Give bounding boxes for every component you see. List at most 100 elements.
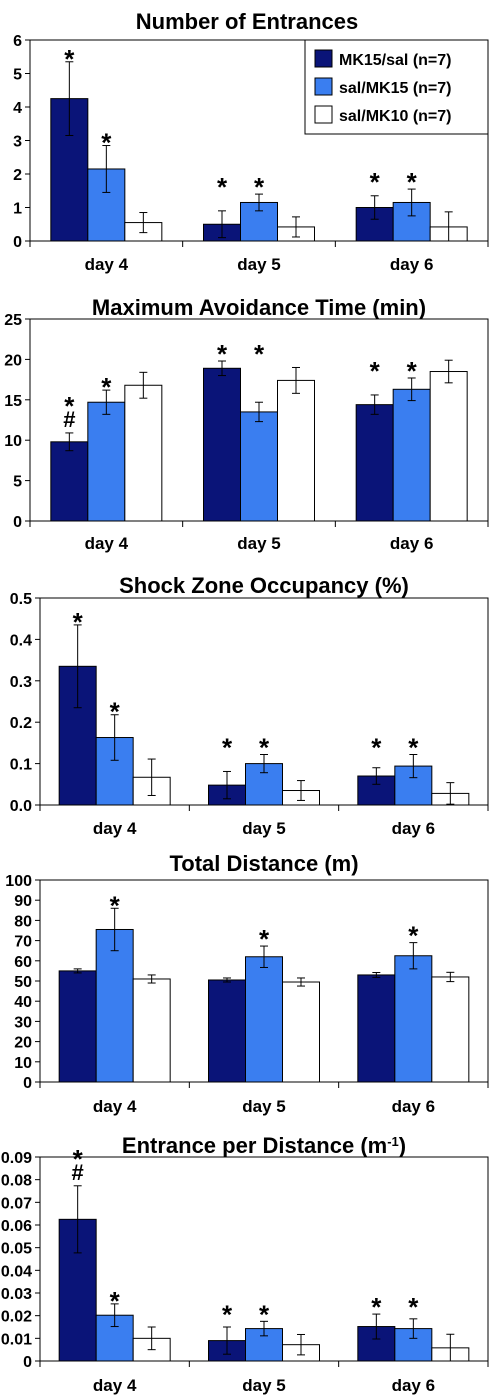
y-tick-label: 0.5 xyxy=(10,591,32,608)
significance-star: * xyxy=(408,1292,419,1322)
legend-swatch xyxy=(314,105,333,124)
y-tick-label: 0.03 xyxy=(1,1286,32,1303)
y-tick-label: 0 xyxy=(13,234,22,251)
bar[interactable] xyxy=(132,978,171,1083)
bar[interactable] xyxy=(208,979,246,1083)
significance-star: * xyxy=(217,172,228,202)
bar[interactable] xyxy=(58,970,97,1083)
bar[interactable] xyxy=(392,388,431,522)
y-tick-label: 0.05 xyxy=(1,1241,32,1258)
y-tick-label: 0 xyxy=(13,514,22,531)
bar[interactable] xyxy=(203,367,241,522)
significance-star: * xyxy=(73,1144,84,1174)
bar[interactable] xyxy=(245,956,283,1083)
significance-star: * xyxy=(371,732,382,762)
y-tick-label: 0.0 xyxy=(10,798,32,815)
y-tick-label: 0.1 xyxy=(10,757,32,774)
y-tick-label: 3 xyxy=(13,134,22,151)
y-tick-label: 90 xyxy=(14,893,32,910)
bar[interactable] xyxy=(240,201,278,242)
y-tick-label: 5 xyxy=(13,67,22,84)
y-tick-label: 6 xyxy=(13,33,22,50)
y-tick-label: 0.09 xyxy=(1,1150,32,1167)
significance-star: * xyxy=(64,391,75,421)
bar[interactable] xyxy=(240,411,278,522)
bar[interactable] xyxy=(282,981,320,1083)
y-tick-label: 30 xyxy=(14,1014,32,1031)
significance-star: * xyxy=(101,372,112,402)
chart-panel-2: Maximum Avoidance Time (min) 0 5 10 15 20 25 da… xyxy=(4,295,489,553)
y-tick-label: 5 xyxy=(13,474,22,491)
y-tick-label: 0.06 xyxy=(1,1218,32,1235)
bar[interactable] xyxy=(50,441,89,522)
significance-star: * xyxy=(371,1292,382,1322)
category-label: day 5 xyxy=(237,255,280,274)
bar[interactable] xyxy=(277,379,315,522)
category-label: day 6 xyxy=(392,1097,435,1116)
category-label: day 4 xyxy=(93,1097,137,1116)
y-tick-label: 4 xyxy=(13,100,22,117)
significance-star: * xyxy=(73,607,84,637)
chart-panel-1: Number of Entrances 0 1 2 3 4 5 6 day 4 day 5 day … xyxy=(13,9,489,274)
y-tick-label: 80 xyxy=(14,913,32,930)
bar[interactable] xyxy=(87,401,126,522)
bar[interactable] xyxy=(124,384,163,522)
y-tick-label: 25 xyxy=(4,312,22,329)
y-tick-label: 60 xyxy=(14,954,32,971)
significance-star: * xyxy=(259,732,270,762)
y-tick-label: 1 xyxy=(13,201,22,218)
legend-label: sal/MK10 (n=7) xyxy=(339,108,451,125)
bar[interactable] xyxy=(95,928,134,1083)
y-tick-label: 50 xyxy=(14,974,32,991)
legend-box xyxy=(304,39,489,135)
significance-star: * xyxy=(110,1286,121,1316)
category-label: day 5 xyxy=(237,534,280,553)
chart-panel-4: Total Distance (m) 0 10 20 30 40 50 60 70 80 90 100… xyxy=(5,851,489,1116)
y-tick-label: 20 xyxy=(4,352,22,369)
significance-star: * xyxy=(110,890,121,920)
legend-swatch xyxy=(314,77,333,96)
category-label: day 4 xyxy=(93,819,137,838)
y-tick-label: 2 xyxy=(13,167,22,184)
category-label: day 5 xyxy=(242,819,285,838)
bar[interactable] xyxy=(431,976,470,1083)
significance-star: * xyxy=(259,924,270,954)
significance-star: * xyxy=(222,1299,233,1329)
bar[interactable] xyxy=(355,404,394,522)
significance-star: * xyxy=(254,339,265,369)
y-tick-label: 10 xyxy=(14,1055,32,1072)
significance-star: * xyxy=(254,172,265,202)
category-label: day 4 xyxy=(93,1376,137,1395)
significance-star: * xyxy=(370,356,381,386)
chart-panel-3: Shock Zone Occupancy (%) 0.0 0.1 0.2 0.3 0.4 0… xyxy=(10,573,489,838)
significance-hash: # xyxy=(72,1160,84,1185)
bar[interactable] xyxy=(429,371,468,522)
bar[interactable] xyxy=(245,763,283,806)
y-tick-label: 0.08 xyxy=(1,1173,32,1190)
category-label: day 5 xyxy=(242,1376,285,1395)
category-label: day 5 xyxy=(242,1097,285,1116)
significance-star: * xyxy=(222,732,233,762)
significance-star: * xyxy=(407,356,418,386)
bar[interactable] xyxy=(394,955,433,1083)
significance-star: * xyxy=(370,167,381,197)
y-tick-label: 40 xyxy=(14,994,32,1011)
chart-panel-5: Entrance per Distance (m-1) 0 0.01 0.02 0.03… xyxy=(1,1133,489,1395)
category-label: day 4 xyxy=(85,255,129,274)
category-label: day 6 xyxy=(390,534,433,553)
category-label: day 6 xyxy=(390,255,433,274)
chart-title: Shock Zone Occupancy (%) xyxy=(119,573,409,598)
y-tick-label: 0.4 xyxy=(10,632,32,649)
chart-title: Total Distance (m) xyxy=(169,851,358,876)
legend: MK15/sal (n=7) sal/MK15 (n=7) sal/MK10 (n=… xyxy=(304,39,489,135)
chart-title: Entrance per Distance (m-1) xyxy=(122,1133,406,1158)
chart-title-end: ) xyxy=(399,1133,406,1158)
y-tick-label: 0.07 xyxy=(1,1195,32,1212)
chart-title: Maximum Avoidance Time (min) xyxy=(92,295,426,320)
legend-label: sal/MK15 (n=7) xyxy=(339,80,451,97)
significance-star: * xyxy=(407,167,418,197)
bar[interactable] xyxy=(357,974,396,1083)
y-tick-label: 0.04 xyxy=(1,1263,32,1280)
bar[interactable] xyxy=(87,168,126,242)
